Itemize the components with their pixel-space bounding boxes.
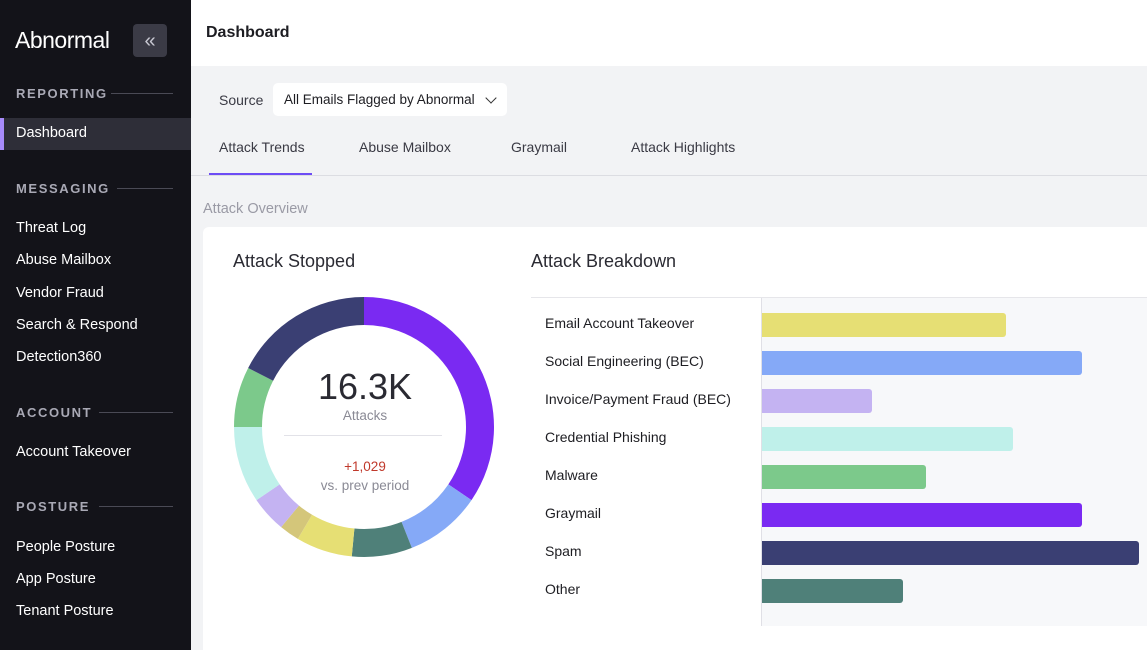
section-label-posture: POSTURE [16,499,91,514]
source-selected-value: All Emails Flagged by Abnormal [284,92,475,107]
donut-segment[interactable] [234,367,274,427]
sidebar-item-people-posture[interactable]: People Posture [16,539,116,555]
sidebar-item-vendor-fraud[interactable]: Vendor Fraud [16,285,104,301]
bar[interactable] [762,541,1140,565]
chevron-down-icon [485,92,497,104]
donut-segment[interactable] [256,484,299,528]
bar-label: Social Engineering (BEC) [545,353,704,369]
bar-label: Other [545,581,581,597]
abnormal-logo: Abnormal [15,27,110,53]
top-bar: Dashboard [191,0,1147,66]
source-label: Source [219,92,264,108]
active-tab-indicator [209,173,312,175]
donut-segment[interactable] [401,484,472,548]
section-divider [111,93,173,94]
breakdown-divider [531,297,1147,298]
bar-label: Invoice/Payment Fraud (BEC) [545,391,731,407]
bar-label: Email Account Takeover [545,315,695,331]
sidebar-item-dashboard[interactable]: Dashboard [16,125,87,141]
breakdown-plot-area [762,298,1147,626]
tab-graymail[interactable]: Graymail [511,139,568,155]
bar[interactable] [762,389,873,413]
donut-segment[interactable] [364,297,494,501]
bar-label: Malware [545,467,598,483]
tabs-divider [191,175,1147,176]
sidebar-item-account-takeover[interactable]: Account Takeover [16,444,131,460]
sidebar-item-tenant-posture[interactable]: Tenant Posture [16,603,114,619]
tab-abuse-mailbox[interactable]: Abuse Mailbox [359,139,451,155]
attacks-change-value: +1,029 [344,459,386,474]
sidebar: Abnormal « REPORTING Dashboard MESSAGING… [0,0,191,650]
donut-segment[interactable] [297,514,355,557]
donut-segment[interactable] [234,427,280,501]
section-divider [99,412,173,413]
bar[interactable] [762,579,903,603]
sidebar-item-detection360[interactable]: Detection360 [16,349,102,365]
bar[interactable] [762,427,1014,451]
bar-label: Spam [545,543,582,559]
source-dropdown[interactable]: All Emails Flagged by Abnormal [273,83,507,116]
attack-stopped-title: Attack Stopped [233,251,356,271]
donut-segment[interactable] [281,505,313,539]
sidebar-item-app-posture[interactable]: App Posture [16,571,96,587]
active-nav-highlight [0,118,191,150]
section-divider [99,506,173,507]
attack-breakdown-title: Attack Breakdown [531,251,677,271]
sidebar-item-threat-log[interactable]: Threat Log [16,220,87,236]
section-label-account: ACCOUNT [16,405,93,420]
attacks-caption: Attacks [342,408,388,423]
tab-attack-trends[interactable]: Attack Trends [219,139,305,155]
donut-segment[interactable] [248,297,364,381]
breakdown-axis [761,298,762,626]
attack-donut-chart [234,297,494,557]
collapse-sidebar-button[interactable]: « [133,24,167,57]
bar-label: Credential Phishing [545,429,667,445]
bar[interactable] [762,313,1006,337]
page-title: Dashboard [206,24,290,41]
bar[interactable] [762,351,1083,375]
section-label-reporting: REPORTING [16,86,108,101]
bar[interactable] [762,503,1083,527]
section-divider [117,188,173,189]
attacks-change-caption: vs. prev period [320,478,410,493]
tab-attack-highlights[interactable]: Attack Highlights [631,139,736,155]
donut-divider [284,435,442,436]
sidebar-item-abuse-mailbox[interactable]: Abuse Mailbox [16,252,112,268]
bar-label: Graymail [545,505,602,521]
section-label-messaging: MESSAGING [16,181,110,196]
attack-overview-label: Attack Overview [203,201,308,217]
sidebar-item-search-respond[interactable]: Search & Respond [16,317,138,333]
donut-segment[interactable] [351,521,412,557]
bar[interactable] [762,465,926,489]
attacks-total-value: 16.3K [317,366,413,407]
